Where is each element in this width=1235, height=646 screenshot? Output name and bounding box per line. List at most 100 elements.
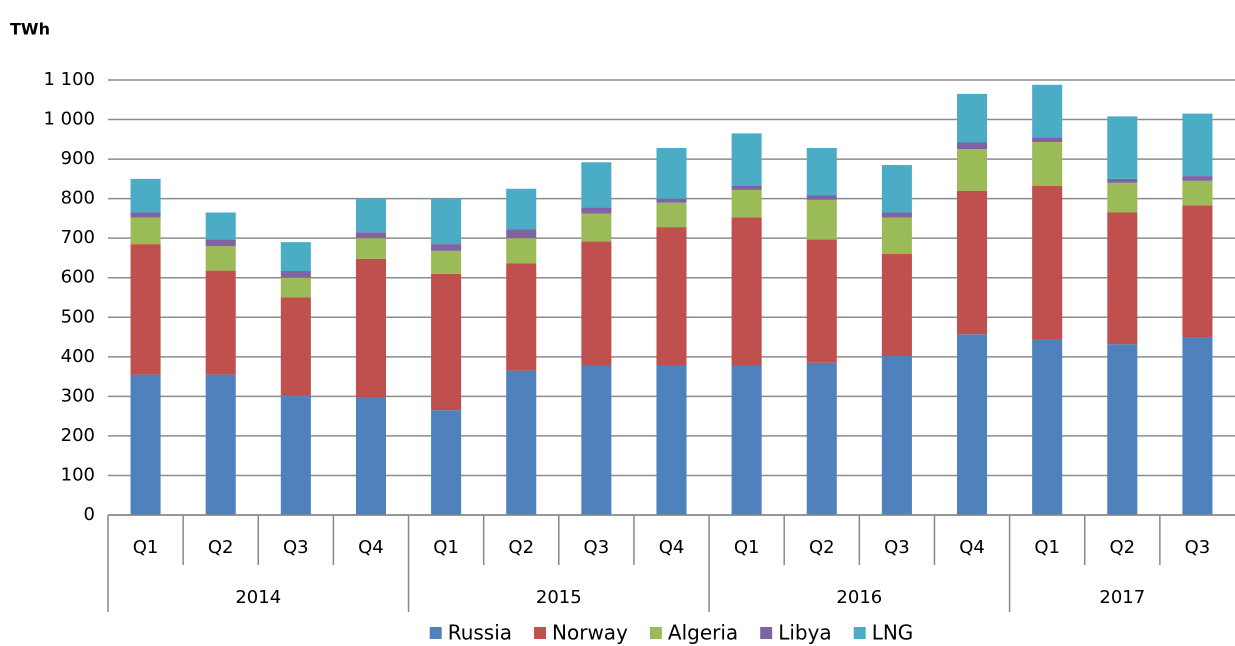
bar-segment [130,178,161,213]
bar-segment [957,142,988,150]
bar-segment [431,273,462,411]
bar-segment [656,227,687,366]
legend-swatch [649,627,662,639]
legend-label: Libya [778,621,832,645]
bar-segment [205,270,236,375]
y-tick-label: 1 000 [43,109,95,130]
bar-segment [355,198,386,233]
x-tick-label: Q4 [959,537,985,558]
bar-segment [957,149,988,191]
y-tick-label: 900 [61,148,95,169]
bar-segment [656,365,687,515]
bar-segment [1032,339,1063,515]
y-tick-label: 400 [61,346,95,367]
bar-segment [1032,142,1063,186]
bar-segment [881,165,912,213]
bar-segment [581,207,612,214]
bar-segment [280,277,311,298]
bar-segment [1107,212,1138,345]
bar-segment [431,244,462,251]
legend-label: Russia [448,621,512,645]
y-tick-label: 1 100 [43,69,95,90]
bar-segment [130,244,161,375]
bar-segment [1182,205,1213,338]
bar-segment [1032,84,1063,138]
bar-segment [1182,113,1213,177]
bar-segment [1032,137,1063,143]
bar-segment [130,217,161,245]
x-tick-label: Q4 [659,537,685,558]
bar-segment [280,297,311,396]
bar-segment [1032,185,1063,340]
bar-segment [1107,178,1138,183]
bar-segment [130,374,161,515]
legend-label: LNG [872,621,914,645]
legend-swatch [760,627,773,639]
legend-label: Algeria [668,621,738,645]
legend-label: Norway [552,621,628,645]
bar-segment [506,188,537,230]
x-tick-label: Q1 [734,537,760,558]
x-tick-label: Q1 [433,537,459,558]
x-tick-label: Q3 [884,537,910,558]
bar-segment [881,217,912,254]
bar-segment [431,250,462,274]
bar-segment [806,239,837,363]
bar-segment [506,263,537,371]
bar-segment [881,356,912,515]
bar-segment [506,370,537,515]
legend: Russia Norway Algeria Libya LNG [429,621,914,645]
y-tick-label: 100 [61,464,95,485]
bar-segment [205,212,236,240]
bar-segment [806,362,837,515]
bar-segment [656,148,687,199]
bar-segment [355,238,386,259]
y-tick-label: 0 [84,504,95,525]
y-axis-label: TWh [10,20,50,39]
bar-segment [731,185,762,190]
bar-segment [355,258,386,398]
bar-segment [280,271,311,278]
bar-segment [506,229,537,239]
bar-segment [1107,344,1138,515]
bar-segment [205,246,236,271]
bar-segment [806,148,837,196]
bar-segment [881,212,912,218]
bar-segment [280,395,311,515]
y-tick-label: 500 [61,306,95,327]
bar-segment [957,93,988,143]
bar-segment [957,190,988,335]
x-tick-label: Q3 [1185,537,1211,558]
year-label: 2017 [1099,587,1145,608]
bar-segment [506,238,537,264]
y-tick-label: 300 [61,385,95,406]
bar-segment [431,198,462,245]
bar-segment [957,334,988,515]
bar-segment [731,365,762,515]
bar-segment [1182,180,1213,206]
bar-segment [581,162,612,208]
x-tick-label: Q1 [133,537,159,558]
bar-segment [581,213,612,242]
bar-segment [806,199,837,240]
bar-segment [731,217,762,366]
x-tick-label: Q1 [1034,537,1060,558]
x-tick-label: Q2 [1109,537,1135,558]
x-tick-label: Q2 [809,537,835,558]
bar-segment [806,195,837,200]
bar-segment [581,365,612,515]
bar-segment [1182,337,1213,515]
legend-swatch [853,627,866,639]
x-tick-label: Q4 [358,537,384,558]
bar-segment [431,410,462,515]
bar-segment [1107,116,1138,179]
bar-segment [205,239,236,247]
year-label: 2014 [235,587,281,608]
bar-segment [656,198,687,203]
x-tick-label: Q2 [508,537,534,558]
bar-segment [581,241,612,366]
bar-segment [731,189,762,218]
year-label: 2016 [836,587,882,608]
x-tick-label: Q2 [208,537,234,558]
